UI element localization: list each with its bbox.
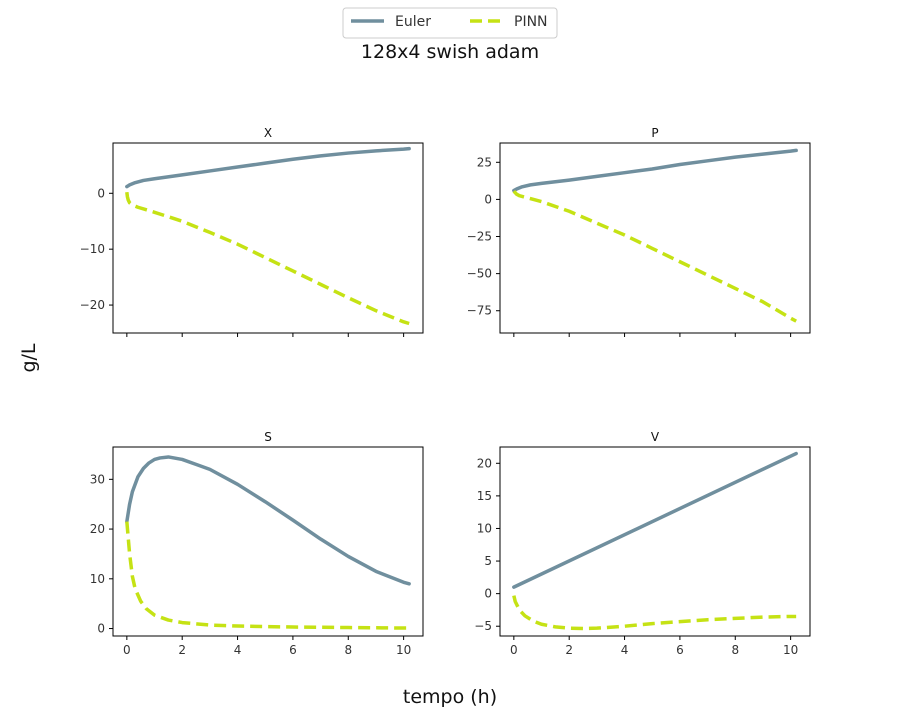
y-tick-label-v: −5 xyxy=(474,619,492,633)
series-pinn-s xyxy=(125,521,410,630)
series-pinn-p xyxy=(512,190,797,323)
series-euler-p xyxy=(512,148,798,193)
series-euler-v xyxy=(512,451,798,589)
panel-title-s: S xyxy=(264,430,272,444)
x-tick-label-s: 0 xyxy=(123,643,131,657)
panel-v: V 20 15 10 5 0 −5 0 2 4 6 8 10 xyxy=(474,430,811,657)
y-tick-label-x: −10 xyxy=(80,242,105,256)
series-pinn-v xyxy=(512,595,797,631)
panel-s: S 0 10 20 30 0 2 4 6 8 10 xyxy=(90,430,424,657)
x-tick-label-s: 10 xyxy=(396,643,411,657)
y-tick-label-s: 20 xyxy=(90,522,105,536)
legend-euler-label: Euler xyxy=(395,14,431,30)
series-euler-x xyxy=(125,146,411,189)
x-tick-label-v: 2 xyxy=(565,643,573,657)
panel-x: X 0 −10 −20 xyxy=(80,126,424,337)
panel-title-v: V xyxy=(651,430,660,444)
legend: Euler PINN xyxy=(342,7,558,39)
x-tick-label-s: 4 xyxy=(234,643,242,657)
y-tick-label-s: 10 xyxy=(90,572,105,586)
axes-frame-s xyxy=(112,446,424,637)
y-tick-label-p: −25 xyxy=(467,230,492,244)
panel-title-x: X xyxy=(264,126,272,140)
y-tick-label-v: 5 xyxy=(484,554,492,568)
legend-frame xyxy=(342,7,558,39)
y-axis-label: g/L xyxy=(18,343,40,372)
x-axis-label: tempo (h) xyxy=(403,686,497,708)
y-tick-label-s: 30 xyxy=(90,472,105,486)
y-tick-label-p: 0 xyxy=(484,192,492,206)
y-tick-label-x: −20 xyxy=(80,298,105,312)
y-tick-label-p: −75 xyxy=(467,304,492,318)
x-tick-label-v: 6 xyxy=(676,643,684,657)
series-euler-s xyxy=(125,455,411,586)
x-tick-label-v: 10 xyxy=(783,643,798,657)
x-tick-label-s: 6 xyxy=(289,643,297,657)
y-tick-label-p: 25 xyxy=(477,155,492,169)
y-tick-label-v: 0 xyxy=(484,587,492,601)
chart-title: 128x4 swish adam xyxy=(361,41,539,63)
y-tick-label-v: 15 xyxy=(477,489,492,503)
x-tick-label-v: 4 xyxy=(621,643,629,657)
axes-frame-x xyxy=(112,142,424,334)
x-tick-label-s: 8 xyxy=(344,643,352,657)
y-tick-label-v: 10 xyxy=(477,521,492,535)
panel-title-p: P xyxy=(651,126,658,140)
y-tick-label-v: 20 xyxy=(477,456,492,470)
x-tick-label-s: 2 xyxy=(178,643,186,657)
y-tick-label-p: −50 xyxy=(467,267,492,281)
y-tick-label-s: 0 xyxy=(97,622,105,636)
axes-frame-v xyxy=(499,446,811,637)
axes-frame-p xyxy=(499,142,811,334)
y-tick-label-x: 0 xyxy=(97,186,105,200)
x-tick-label-v: 0 xyxy=(510,643,518,657)
legend-pinn-label: PINN xyxy=(514,14,548,30)
series-pinn-x xyxy=(125,191,410,326)
panel-p: P 25 0 −25 −50 −75 xyxy=(467,126,811,337)
x-tick-label-v: 8 xyxy=(731,643,739,657)
